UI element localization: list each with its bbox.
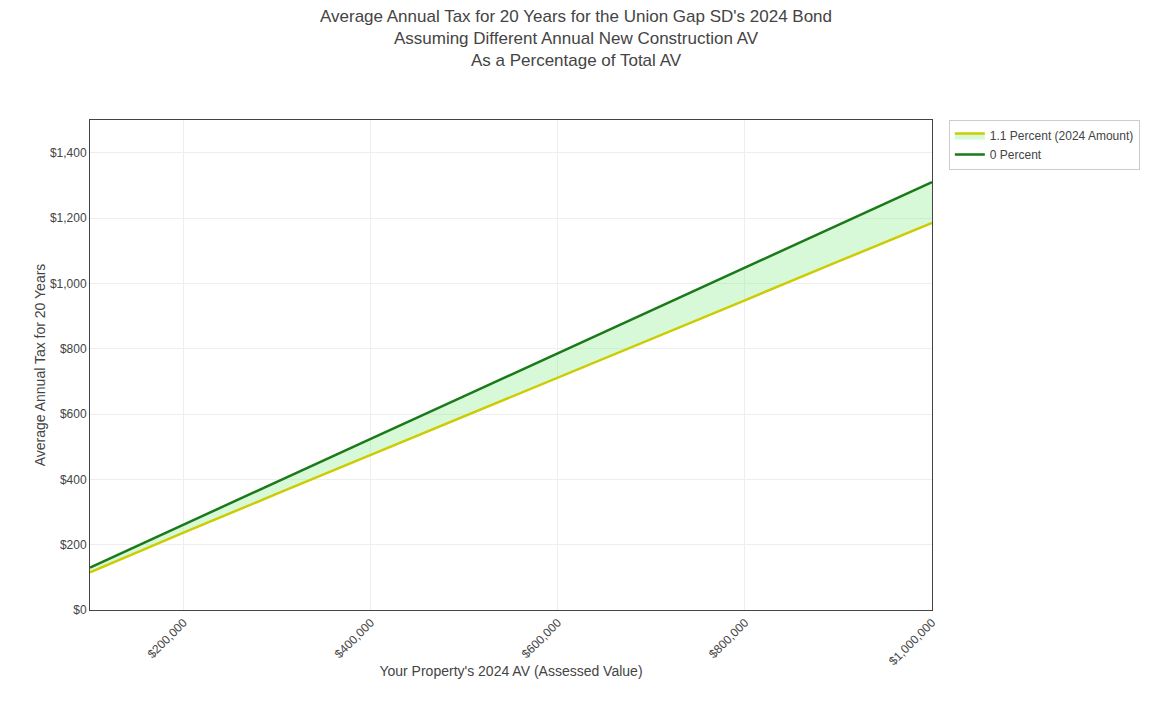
- svg-text:Average Annual Tax for 20 Year: Average Annual Tax for 20 Years for the …: [320, 7, 832, 70]
- svg-text:$400: $400: [60, 473, 87, 487]
- svg-text:Your Property's 2024 AV (Asses: Your Property's 2024 AV (Assessed Value): [379, 663, 642, 679]
- svg-text:$400,000: $400,000: [332, 616, 378, 662]
- svg-text:1.1 Percent (2024 Amount): 1.1 Percent (2024 Amount): [990, 129, 1133, 143]
- svg-text:$800,000: $800,000: [706, 616, 752, 662]
- svg-text:$200,000: $200,000: [145, 616, 191, 662]
- svg-text:$1,000,000: $1,000,000: [886, 616, 939, 669]
- svg-text:Average Annual Tax for 20 Year: Average Annual Tax for 20 Years: [32, 264, 48, 467]
- svg-text:$200: $200: [60, 538, 87, 552]
- svg-text:$800: $800: [60, 342, 87, 356]
- svg-text:0 Percent: 0 Percent: [990, 148, 1042, 162]
- svg-text:$1,000: $1,000: [50, 277, 87, 291]
- svg-text:$1,400: $1,400: [50, 146, 87, 160]
- svg-text:$600: $600: [60, 407, 87, 421]
- svg-text:$0: $0: [73, 603, 87, 617]
- svg-text:$1,200: $1,200: [50, 211, 87, 225]
- svg-text:$600,000: $600,000: [519, 616, 565, 662]
